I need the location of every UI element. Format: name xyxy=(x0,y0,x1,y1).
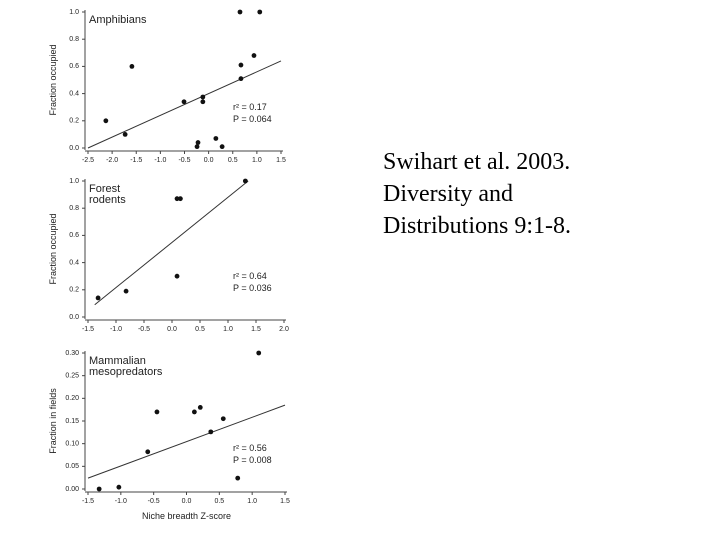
x-tick-label: -0.5 xyxy=(148,498,160,505)
point xyxy=(235,475,241,481)
citation: Swihart et al. 2003. Diversity and Distr… xyxy=(383,146,571,242)
x-tick-label: 1.5 xyxy=(251,326,261,333)
x-tick-label: 0.0 xyxy=(204,157,214,164)
x-tick-label: 2.0 xyxy=(279,326,289,333)
y-tick-label: 0.6 xyxy=(69,232,79,239)
x-tick-label: -1.5 xyxy=(130,157,142,164)
point xyxy=(181,99,187,105)
point xyxy=(238,62,244,68)
x-tick-label: -1.0 xyxy=(154,157,166,164)
point xyxy=(154,409,160,415)
x-tick-label: -2.5 xyxy=(82,157,94,164)
annotation: P = 0.064 xyxy=(233,114,272,124)
point xyxy=(200,99,206,105)
x-tick-label: -1.0 xyxy=(115,498,127,505)
y-tick-label: 0.0 xyxy=(69,314,79,321)
x-tick-label: 1.0 xyxy=(252,157,262,164)
y-tick-label: 0.4 xyxy=(69,259,79,266)
point xyxy=(251,53,257,58)
y-tick-label: 0.4 xyxy=(69,90,79,97)
x-tick-label: -1.0 xyxy=(110,326,122,333)
annotation: r² = 0.17 xyxy=(233,102,267,112)
panel-title: mesopredators xyxy=(89,366,163,378)
y-tick-label: 0.2 xyxy=(69,118,79,125)
point xyxy=(242,178,248,184)
point xyxy=(194,144,200,150)
x-tick-label: 0.5 xyxy=(214,498,224,505)
x-tick-label: -1.5 xyxy=(82,498,94,505)
citation-line: Swihart et al. 2003. xyxy=(383,149,571,175)
y-tick-label: 0.00 xyxy=(65,486,79,493)
panel-title: Forest xyxy=(89,183,120,195)
x-tick-label: 1.0 xyxy=(247,498,257,505)
y-tick-label: 0.8 xyxy=(69,36,79,43)
x-tick-label: 1.0 xyxy=(223,326,233,333)
x-tick-label: 1.5 xyxy=(276,157,286,164)
panel-title: Mammalian xyxy=(89,355,146,367)
y-tick-label: 0.6 xyxy=(69,63,79,70)
x-tick-label: 0.0 xyxy=(182,498,192,505)
y-tick-label: 0.05 xyxy=(65,463,79,470)
x-tick-label: 0.0 xyxy=(167,326,177,333)
annotation: P = 0.008 xyxy=(233,455,272,465)
y-tick-label: 0.2 xyxy=(69,287,79,294)
citation-line: Diversity and xyxy=(383,181,513,207)
point xyxy=(213,136,219,141)
citation-line: Distributions 9:1-8. xyxy=(383,213,572,239)
x-tick-label: -0.5 xyxy=(178,157,190,164)
fit-line xyxy=(87,60,282,149)
annotation: P = 0.036 xyxy=(233,283,272,293)
point xyxy=(96,486,102,492)
x-tick-label: 0.5 xyxy=(195,326,205,333)
point xyxy=(208,429,214,435)
x-tick-label: -0.5 xyxy=(138,326,150,333)
point xyxy=(122,132,128,137)
point xyxy=(237,9,243,15)
point xyxy=(116,484,122,490)
point xyxy=(200,94,206,100)
point xyxy=(129,64,135,69)
x-tick-label: -1.5 xyxy=(82,326,94,333)
y-axis-label: Fraction in fields xyxy=(48,388,58,454)
point xyxy=(219,144,225,150)
x-axis-label: Niche breadth Z-score xyxy=(142,511,231,521)
y-tick-label: 0.30 xyxy=(65,350,79,357)
point xyxy=(257,9,263,15)
y-tick-label: 0.8 xyxy=(69,205,79,212)
x-tick-label: -2.0 xyxy=(106,157,118,164)
point xyxy=(256,350,262,356)
y-tick-label: 0.10 xyxy=(65,441,79,448)
point xyxy=(123,288,129,294)
point xyxy=(103,118,109,124)
y-tick-label: 1.0 xyxy=(69,178,79,185)
y-axis-label: Fraction occupied xyxy=(48,44,58,115)
panel-title: Amphibians xyxy=(89,14,147,26)
point xyxy=(145,449,151,455)
fit-line xyxy=(94,180,249,306)
point xyxy=(178,196,183,202)
point xyxy=(197,405,203,410)
point xyxy=(238,76,244,82)
point xyxy=(174,273,180,279)
y-tick-label: 0.25 xyxy=(65,373,79,380)
y-tick-label: 0.15 xyxy=(65,418,79,425)
panel-title: rodents xyxy=(89,194,126,206)
annotation: r² = 0.64 xyxy=(233,271,267,281)
y-tick-label: 1.0 xyxy=(69,9,79,16)
x-tick-label: 1.5 xyxy=(280,498,290,505)
annotation: r² = 0.56 xyxy=(233,443,267,453)
y-axis-label: Fraction occupied xyxy=(48,213,58,284)
x-tick-label: 0.5 xyxy=(228,157,238,164)
point xyxy=(95,295,101,301)
fit-line xyxy=(87,404,286,479)
point xyxy=(220,416,226,422)
point xyxy=(191,409,197,415)
point xyxy=(174,196,180,202)
y-tick-label: 0.0 xyxy=(69,145,79,152)
point xyxy=(195,140,201,145)
y-tick-label: 0.20 xyxy=(65,395,79,402)
